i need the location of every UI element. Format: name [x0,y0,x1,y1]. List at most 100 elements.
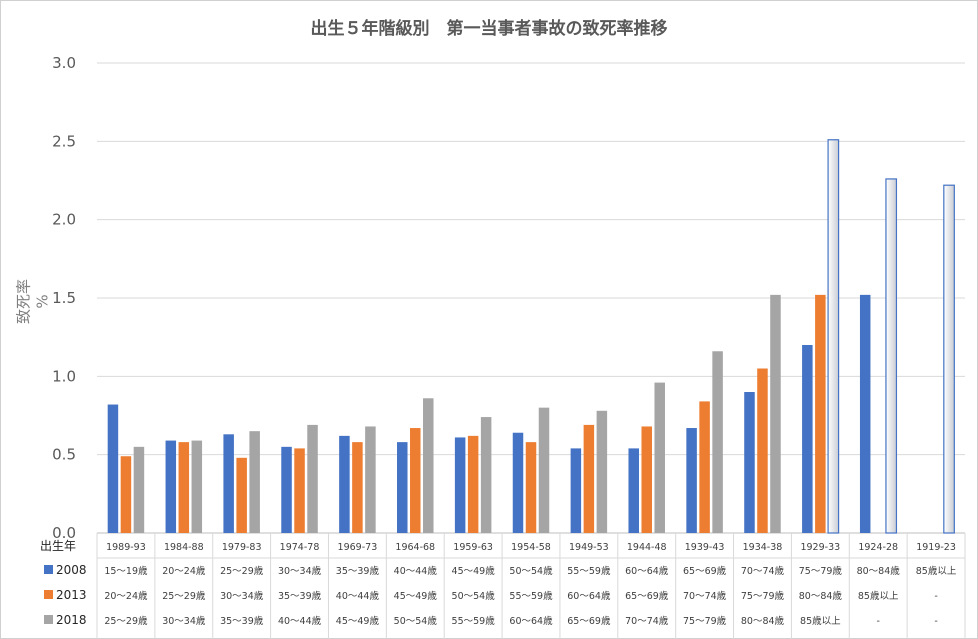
bar-2008-1979-83 [223,434,234,533]
category-label: 1989-93 [106,542,146,553]
age-cell: 15～19歳 [104,565,148,577]
bar-2013-1964-68 [410,428,421,533]
bar-2013-1989-93 [120,456,132,533]
category-label: 1924-28 [858,542,898,553]
age-cell: 55～59歳 [567,565,611,577]
age-cell: 55～59歳 [509,590,553,602]
legend-key-2018 [44,615,53,624]
bar-2013-1979-83 [236,457,247,533]
age-cell: 40～44歳 [394,565,438,577]
age-cell: 60～64歳 [625,565,669,577]
data-table: 出生年 1989-93 1984-88 1979-83 1974-78 1969-73 19… [40,533,966,639]
category-label: 1939-43 [685,542,725,553]
category-label: 1959-63 [453,542,493,553]
age-cell: 55～59歳 [452,615,496,627]
age-cell: - [934,616,937,627]
y-tick-label: 1.0 [52,367,76,385]
bar-2008-1944-48 [628,448,639,533]
age-cell: 80～84歳 [741,615,785,627]
age-cell: 45～49歳 [394,590,438,602]
age-cell: 70～74歳 [683,590,727,602]
legend-key-2013 [44,590,53,599]
age-cell: 35～39歳 [336,565,380,577]
bar-2013-1939-43 [699,401,710,533]
y-tick-label: 3.0 [52,54,76,72]
age-cell: 85歳以上 [800,615,841,627]
bar-2008-1969-73 [339,435,350,533]
bar-2013-1934-38 [757,368,768,533]
age-cell: 75～79歳 [741,590,785,602]
legend-key-2008 [44,565,53,574]
bar-2008-1929-33 [802,345,813,533]
age-cell: 25～29歳 [104,615,148,627]
bar-2018-1954-58 [538,407,550,533]
bar-2018-1974-78 [307,424,318,533]
bar-2013-1929-33 [815,294,826,533]
category-label: 1944-48 [627,542,667,553]
age-cell: 60～64歳 [509,615,553,627]
bar-2018-1929-33 [827,139,840,534]
age-cell: 85歳以上 [858,590,899,602]
age-cell: - [934,591,937,602]
y-tick-label: 0.0 [52,524,76,542]
age-cell: 30～34歳 [220,590,264,602]
y-tick-label: 2.0 [52,211,76,229]
bar-2018-1919-23 [943,184,955,534]
bar-2008-1924-28 [859,294,871,533]
age-cell: 60～64歳 [567,590,611,602]
category-label: 1984-88 [164,542,204,553]
bar-2013-1949-53 [583,424,595,533]
bar-2008-1974-78 [281,446,292,533]
age-cell: 40～44歳 [336,590,380,602]
bar-2008-1949-53 [570,448,582,533]
age-cell: 80～84歳 [857,565,901,577]
age-cell: 65～69歳 [567,615,611,627]
age-cell: 45～49歳 [336,615,380,627]
bar-2018-1949-53 [596,410,608,533]
category-label: 1919-23 [916,542,956,553]
bars [107,139,955,534]
bar-2018-1964-68 [423,398,434,533]
bar-2018-1934-38 [770,294,781,533]
category-label: 1969-73 [338,542,378,553]
age-cell: 70～74歳 [741,565,785,577]
age-cell: 35～39歳 [220,615,264,627]
bar-2013-1944-48 [641,426,652,533]
chart-title: 出生５年階級別 第一当事者事故の致死率推移 [310,19,668,39]
bar-2013-1969-73 [352,442,363,533]
bar-2008-1964-68 [397,442,408,533]
legend-label-2018: 2018 [56,613,87,627]
category-label: 1934-38 [743,542,783,553]
bar-2008-1934-38 [744,392,755,533]
bar-2008-1954-58 [512,432,524,533]
bar-2018-1984-88 [191,440,203,533]
bar-2013-1954-58 [525,442,537,533]
age-cell: 50～54歳 [452,590,496,602]
category-label: 1954-58 [511,542,551,553]
category-label: 1929-33 [800,542,840,553]
bar-2018-1969-73 [365,426,376,533]
y-tick-label: 2.5 [52,132,76,150]
y-axis-ticks: 0.0 0.5 1.0 1.5 2.0 2.5 3.0 [52,54,76,542]
age-cell: 45～49歳 [452,565,496,577]
age-cell: 20～24歳 [162,565,206,577]
y-tick-label: 1.5 [52,289,76,307]
y-tick-label: 0.5 [52,446,76,464]
bar-2018-1939-43 [712,351,723,533]
age-cell: 80～84歳 [799,590,843,602]
category-label: 1964-68 [395,542,435,553]
category-label: 1949-53 [569,542,609,553]
age-cell: 20～24歳 [104,590,148,602]
bar-2018-1979-83 [249,431,260,533]
age-cell: 65～69歳 [625,590,669,602]
bar-2018-1944-48 [654,382,665,533]
age-cell: - [876,616,879,627]
bar-2008-1989-93 [107,404,119,533]
age-cell: 75～79歳 [683,615,727,627]
category-label: 1979-83 [222,542,262,553]
legend-label-2013: 2013 [56,588,87,602]
age-cell: 30～34歳 [162,615,206,627]
bar-2018-1989-93 [133,446,145,533]
age-cell: 65～69歳 [683,565,727,577]
